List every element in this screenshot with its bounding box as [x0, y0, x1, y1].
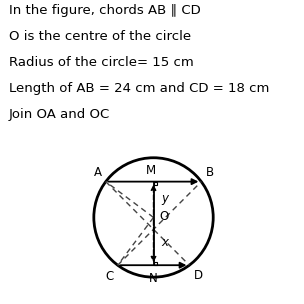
Text: B: B	[206, 166, 214, 179]
Text: Length of AB = 24 cm and CD = 18 cm: Length of AB = 24 cm and CD = 18 cm	[9, 82, 269, 95]
Text: C: C	[105, 270, 113, 283]
Text: In the figure, chords AB ∥ CD: In the figure, chords AB ∥ CD	[9, 4, 201, 17]
Text: N: N	[149, 272, 158, 285]
Bar	[154, 181, 157, 185]
Text: y: y	[161, 192, 168, 205]
Text: D: D	[194, 269, 203, 282]
Text: O: O	[159, 210, 168, 223]
Text: Join OA and OC: Join OA and OC	[9, 108, 110, 121]
Text: x: x	[161, 236, 168, 249]
Text: O is the centre of the circle: O is the centre of the circle	[9, 30, 191, 43]
Bar	[154, 262, 157, 265]
Text: M: M	[146, 164, 156, 177]
Text: A: A	[94, 166, 102, 179]
Text: Radius of the circle= 15 cm: Radius of the circle= 15 cm	[9, 56, 194, 69]
